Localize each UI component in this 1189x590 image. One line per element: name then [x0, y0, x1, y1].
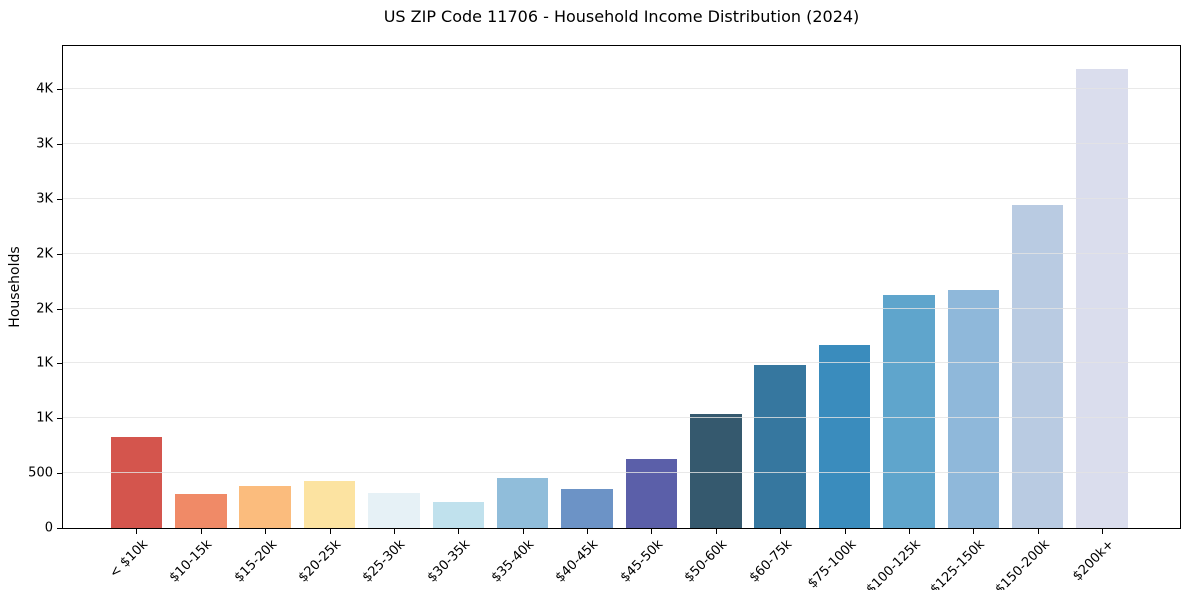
x-tick-mark: [908, 529, 910, 534]
chart-title: US ZIP Code 11706 - Household Income Dis…: [383, 7, 860, 26]
x-tick-label: $150-200k: [992, 537, 1053, 590]
gridline-2500: [63, 252, 1180, 254]
bar-$40-45k: [561, 488, 613, 528]
bar-$45-50k: [625, 458, 678, 528]
bar-$20-25k: [303, 481, 356, 528]
x-tick-label: < $10k: [106, 537, 151, 582]
x-tick-label: $75-100k: [804, 537, 860, 590]
x-tick-mark: [715, 529, 717, 534]
x-tick-mark: [587, 529, 589, 534]
x-tick-label: $50-60k: [681, 537, 731, 586]
y-tick-label: 1K: [36, 355, 53, 371]
y-tick-mark: [57, 144, 62, 146]
x-tick-mark: [522, 529, 524, 534]
y-tick-label: 3K: [36, 136, 53, 152]
x-tick-label: $45-50k: [617, 537, 667, 586]
gridline-2000: [63, 307, 1180, 309]
x-tick-mark: [458, 529, 460, 534]
x-tick-mark: [973, 529, 975, 534]
bar-$125-150k: [947, 289, 1000, 528]
plot-area: [62, 45, 1181, 529]
y-tick-mark: [57, 473, 62, 475]
x-tick-label: $125-150k: [927, 537, 988, 590]
bar-$100-125k: [883, 295, 935, 528]
bar-$10-15k: [175, 494, 227, 528]
y-axis-label: Households: [7, 246, 23, 328]
bar-$15-20k: [239, 485, 291, 528]
x-tick-mark: [651, 529, 653, 534]
x-tick-label: $100-125k: [863, 537, 924, 590]
y-tick-label: 2K: [36, 246, 53, 262]
y-tick-mark: [57, 89, 62, 91]
x-tick-label: $60-75k: [746, 537, 795, 586]
x-tick-mark: [200, 529, 202, 534]
bar-$25-30k: [368, 493, 420, 528]
x-tick-label: $40-45k: [553, 537, 602, 586]
bar-$75-100k: [818, 344, 871, 528]
gridline-3500: [63, 143, 1180, 145]
bar-$150-200k: [1011, 204, 1064, 528]
bar-$50-60k: [690, 413, 742, 528]
y-tick-mark: [57, 253, 62, 255]
gridline-1000: [63, 417, 1180, 419]
bar-$30-35k: [432, 501, 485, 528]
x-tick-label: $25-30k: [360, 537, 409, 586]
gridline-1500: [63, 362, 1180, 364]
bar-< $10k: [110, 436, 163, 528]
x-tick-label: $30-35k: [424, 537, 473, 586]
bar-$35-40k: [496, 478, 549, 528]
x-tick-mark: [329, 529, 331, 534]
y-tick-label: 2K: [36, 301, 53, 317]
x-tick-mark: [265, 529, 267, 534]
x-tick-mark: [1037, 529, 1039, 534]
y-tick-mark: [57, 418, 62, 420]
x-tick-label: $200k+: [1069, 537, 1117, 585]
gridline-4000: [63, 88, 1180, 90]
x-tick-mark: [136, 529, 138, 534]
x-tick-mark: [1102, 529, 1104, 534]
x-tick-label: $15-20k: [231, 537, 280, 586]
y-tick-label: 500: [28, 465, 53, 481]
x-tick-mark: [780, 529, 782, 534]
x-tick-mark: [844, 529, 846, 534]
y-tick-label: 1K: [36, 410, 53, 426]
gridline-500: [63, 472, 1180, 474]
bar-$60-75k: [754, 365, 806, 528]
y-tick-label: 4K: [36, 81, 53, 97]
y-tick-mark: [57, 198, 62, 200]
y-tick-label: 0: [44, 520, 53, 536]
gridline-3000: [63, 197, 1180, 199]
x-tick-label: $20-25k: [295, 537, 345, 586]
x-tick-label: $10-15k: [166, 537, 216, 586]
x-tick-mark: [393, 529, 395, 534]
x-tick-label: $35-40k: [488, 537, 538, 586]
y-tick-mark: [57, 308, 62, 310]
y-tick-label: 3K: [36, 191, 53, 207]
y-tick-mark: [57, 528, 62, 529]
bar-$200k+: [1076, 68, 1128, 528]
y-tick-mark: [57, 363, 62, 365]
